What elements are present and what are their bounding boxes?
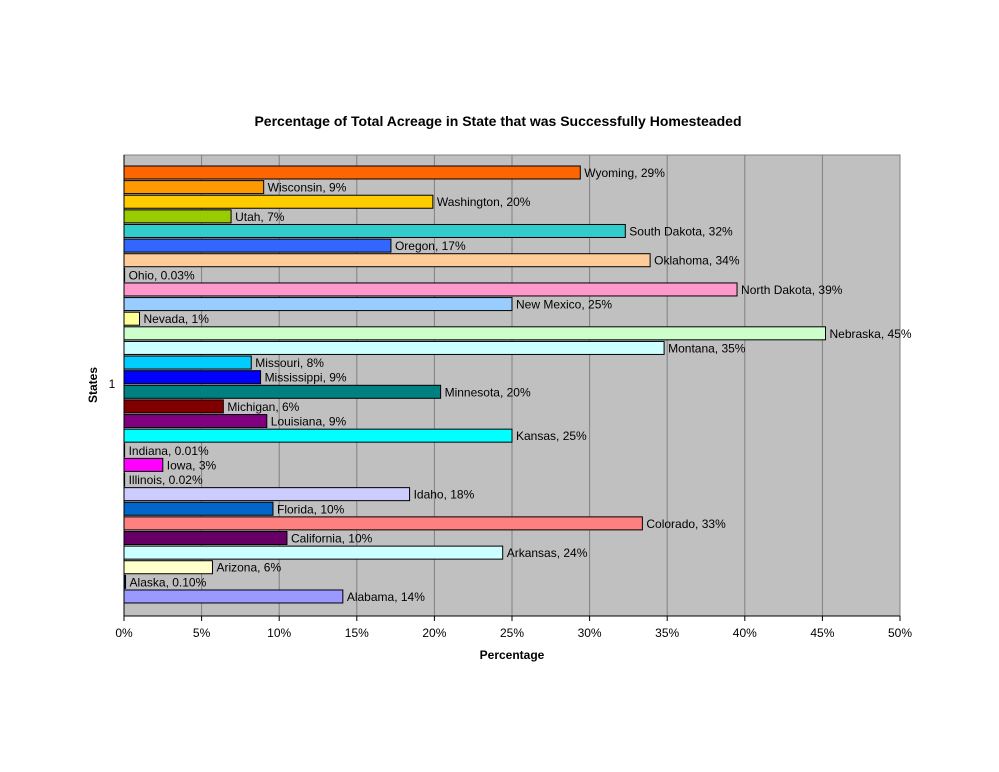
data-label-utah: Utah, 7% — [235, 210, 285, 224]
data-label-south-dakota: South Dakota, 32% — [629, 224, 733, 238]
x-tick-label: 45% — [810, 626, 834, 640]
data-label-michigan: Michigan, 6% — [227, 400, 299, 414]
x-tick-label: 15% — [345, 626, 369, 640]
bar-north-dakota — [123, 282, 738, 297]
bar-minnesota — [123, 384, 442, 399]
bar-alabama — [123, 589, 344, 604]
bar-kansas — [123, 428, 513, 443]
data-label-idaho: Idaho, 18% — [414, 488, 475, 502]
data-label-arkansas: Arkansas, 24% — [507, 546, 588, 560]
bar-wisconsin — [123, 180, 265, 195]
data-label-california: California, 10% — [291, 532, 373, 546]
bar-arizona — [123, 560, 213, 575]
data-label-ohio: Ohio, 0.03% — [129, 268, 195, 282]
x-tick-label: 30% — [578, 626, 602, 640]
x-tick-label: 50% — [888, 626, 912, 640]
data-label-alabama: Alabama, 14% — [347, 590, 425, 604]
data-label-colorado: Colorado, 33% — [646, 517, 726, 531]
data-label-north-dakota: North Dakota, 39% — [741, 283, 843, 297]
x-tick-label: 5% — [193, 626, 211, 640]
data-label-kansas: Kansas, 25% — [516, 429, 587, 443]
bar-oklahoma — [123, 253, 651, 268]
data-label-mississippi: Mississippi, 9% — [265, 371, 347, 385]
data-label-new-mexico: New Mexico, 25% — [516, 298, 612, 312]
x-tick-label: 40% — [733, 626, 757, 640]
bars — [123, 165, 827, 604]
x-tick-label: 25% — [500, 626, 524, 640]
data-label-wyoming: Wyoming, 29% — [584, 166, 665, 180]
data-label-oregon: Oregon, 17% — [395, 239, 466, 253]
category-tick-label: 1 — [109, 377, 116, 391]
bar-mississippi — [123, 370, 262, 385]
x-tick-label: 35% — [655, 626, 679, 640]
bar-montana — [123, 340, 665, 355]
bar-idaho — [123, 487, 411, 502]
bar-washington — [123, 194, 434, 209]
data-label-nebraska: Nebraska, 45% — [830, 327, 912, 341]
data-label-louisiana: Louisiana, 9% — [271, 415, 347, 429]
x-axis-title: Percentage — [480, 648, 545, 662]
bar-new-mexico — [123, 297, 513, 312]
data-label-illinois: Illinois, 0.02% — [129, 473, 203, 487]
chart-title: Percentage of Total Acreage in State tha… — [254, 113, 741, 129]
x-tick-label: 10% — [267, 626, 291, 640]
bar-south-dakota — [123, 223, 626, 238]
bar-louisiana — [123, 414, 268, 429]
data-label-alaska: Alaska, 0.10% — [130, 575, 207, 589]
bar-labels: Wyoming, 29% Wisconsin, 9% Washington, 20%… — [129, 166, 912, 604]
bar-florida — [123, 501, 274, 516]
data-label-washington: Washington, 20% — [437, 195, 531, 209]
bar-california — [123, 531, 288, 545]
bar-arkansas — [123, 545, 504, 560]
data-label-missouri: Missouri, 8% — [255, 356, 324, 370]
data-label-montana: Montana, 35% — [668, 341, 746, 355]
x-axis-ticks: 0% 5% 10% 15% 20% 25% 30% 35% 40% 45% 50% — [115, 616, 912, 640]
data-label-florida: Florida, 10% — [277, 502, 345, 516]
bar-colorado — [123, 516, 643, 531]
data-label-iowa: Iowa, 3% — [167, 458, 217, 472]
bar-iowa — [123, 457, 164, 472]
bar-oregon — [123, 238, 392, 253]
bar-wyoming — [123, 165, 581, 180]
bar-missouri — [123, 355, 252, 370]
y-axis-title: States — [86, 367, 100, 403]
data-label-wisconsin: Wisconsin, 9% — [268, 181, 347, 195]
bar-utah — [123, 209, 232, 224]
data-label-minnesota: Minnesota, 20% — [445, 385, 531, 399]
bar-nebraska — [123, 326, 827, 341]
data-label-oklahoma: Oklahoma, 34% — [654, 254, 740, 268]
x-tick-label: 20% — [422, 626, 446, 640]
data-label-arizona: Arizona, 6% — [216, 561, 281, 575]
bar-michigan — [123, 399, 224, 414]
data-label-indiana: Indiana, 0.01% — [129, 444, 209, 458]
bar-nevada — [123, 311, 141, 326]
data-label-nevada: Nevada, 1% — [144, 312, 210, 326]
x-tick-label: 0% — [115, 626, 133, 640]
